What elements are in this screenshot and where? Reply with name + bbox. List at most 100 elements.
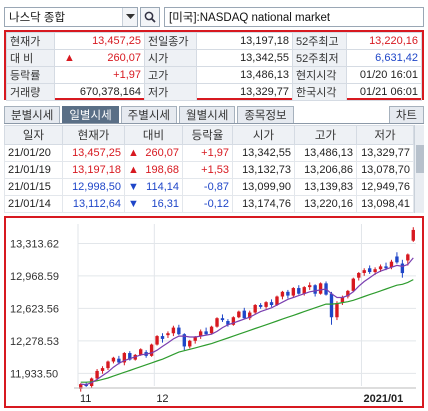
chart-button[interactable]: 차트 [388, 106, 424, 123]
candle-body [302, 287, 306, 294]
cell-high: 13,486,13 [294, 144, 357, 162]
cell-high: 13,139,83 [294, 178, 357, 196]
candle-body [122, 353, 127, 363]
candle-body [291, 288, 296, 296]
quote-tabs: 분별시세 일별시세 주별시세 월별시세 종목정보 차트 [4, 106, 424, 124]
vertical-scrollbar[interactable] [414, 125, 424, 213]
tab-monthly-quotes[interactable]: 월별시세 [178, 106, 236, 123]
market-select[interactable]: 나스닥 종합 [4, 7, 138, 27]
candle-body [117, 358, 121, 363]
label-change-rate: 등락률 [6, 66, 55, 84]
value-52w-low: 6,631,42 [346, 49, 422, 67]
value-52w-high: 13,220,16 [346, 32, 422, 50]
candle-body [166, 333, 170, 336]
value-change: ▲ 260,07 [54, 49, 145, 67]
cell-open: 13,099,90 [232, 178, 295, 196]
value-prev-close: 13,197,18 [196, 32, 293, 50]
search-icon [144, 11, 156, 23]
table-row[interactable]: 21/01/19 13,197,18 ▲ 198,68 +1,53 13,132,… [4, 161, 414, 179]
y-tick-label: 12,623.56 [10, 303, 59, 315]
cell-open: 13,174,76 [232, 195, 295, 213]
col-high[interactable]: 고가 [294, 125, 357, 145]
cell-low: 13,078,70 [356, 161, 414, 179]
market-select-value: 나스닥 종합 [9, 12, 66, 24]
candle-body [395, 256, 399, 263]
value-low: 13,329,77 [196, 83, 293, 101]
triangle-up-icon: ▲ [128, 147, 139, 159]
candle-body [242, 310, 246, 319]
label-change: 대 비 [6, 49, 55, 67]
label-current-price: 현재가 [6, 32, 55, 50]
cell-change: ▼ 16,31 [124, 195, 183, 213]
cell-change: ▲ 198,68 [124, 161, 183, 179]
col-low[interactable]: 저가 [356, 125, 414, 145]
triangle-up-icon: ▲ [64, 52, 75, 64]
triangle-down-icon: ▼ [128, 181, 139, 193]
candle-body [384, 266, 388, 269]
cell-low: 13,098,41 [356, 195, 414, 213]
candle-body [215, 318, 219, 327]
candle-body [286, 291, 290, 296]
value-volume: 670,378,164 [54, 83, 145, 101]
cell-date: 21/01/19 [4, 161, 63, 179]
label-low: 저가 [144, 83, 197, 101]
col-open[interactable]: 시가 [232, 125, 295, 145]
y-tick-label: 12,278.53 [10, 336, 59, 348]
candle-body [79, 384, 83, 389]
candle-body [351, 278, 355, 291]
top-bar: 나스닥 종합 [미국]:NASDAQ national market [4, 6, 424, 28]
candle-body [313, 285, 317, 294]
cell-close: 13,197,18 [62, 161, 125, 179]
ma-long-line [80, 279, 414, 383]
cell-close: 13,457,25 [62, 144, 125, 162]
table-row[interactable]: 21/01/20 13,457,25 ▲ 260,07 +1,97 13,342,… [4, 144, 414, 162]
value-current-price: 13,457,25 [54, 32, 145, 50]
x-tick-label: 11 [80, 393, 91, 405]
col-date[interactable]: 일자 [4, 125, 63, 145]
cell-close: 13,112,64 [62, 195, 125, 213]
value-high: 13,486,13 [196, 66, 293, 84]
daily-quotes-table-panel: 일자 현재가 대비 등락율 시가 고가 저가 21/01/20 13,457,2… [4, 125, 424, 213]
candle-body [182, 334, 186, 347]
candle-body [406, 254, 410, 261]
ma-short-line [80, 257, 414, 386]
candle-body [400, 263, 405, 274]
chevron-down-icon[interactable] [122, 8, 137, 26]
cell-date: 21/01/20 [4, 144, 63, 162]
candle-body [346, 290, 350, 297]
candle-body [253, 305, 257, 313]
candle-body [209, 326, 214, 334]
col-close[interactable]: 현재가 [62, 125, 125, 145]
tab-weekly-quotes[interactable]: 주별시세 [120, 106, 177, 123]
candle-body [269, 302, 274, 305]
candle-body [188, 340, 192, 347]
table-row[interactable]: 21/01/14 13,112,64 ▼ 16,31 -0,12 13,174,7… [4, 195, 414, 213]
col-change[interactable]: 대비 [124, 125, 183, 145]
triangle-up-icon: ▲ [128, 164, 139, 176]
x-tick-label: 2021/01 [363, 393, 403, 405]
search-button[interactable] [140, 7, 160, 27]
cell-rate: +1,53 [182, 161, 233, 179]
label-volume: 거래량 [6, 83, 55, 101]
cell-change: ▲ 260,07 [124, 144, 183, 162]
table-row[interactable]: 21/01/15 12,998,50 ▼ 114,14 -0,87 13,099,… [4, 178, 414, 196]
cell-date: 21/01/15 [4, 178, 63, 196]
y-tick-label: 11,933.50 [10, 368, 58, 380]
tab-daily-quotes[interactable]: 일별시세 [62, 106, 119, 123]
tab-instrument-info[interactable]: 종목정보 [237, 106, 294, 123]
candle-body [111, 357, 116, 362]
candle-body [95, 370, 99, 379]
instrument-name-field: [미국]:NASDAQ national market [164, 7, 424, 27]
candle-body [248, 312, 252, 319]
candle-body [155, 336, 159, 345]
candle-body [220, 318, 225, 321]
cell-rate: -0,87 [182, 178, 233, 196]
col-rate[interactable]: 등락율 [182, 125, 233, 145]
scrollbar-thumb[interactable] [416, 145, 424, 173]
candle-body [275, 296, 279, 305]
tab-minute-quotes[interactable]: 분별시세 [4, 106, 61, 123]
cell-close: 12,998,50 [62, 178, 125, 196]
value-korea-time: 01/21 06:01 [346, 83, 422, 101]
label-high: 고가 [144, 66, 197, 84]
